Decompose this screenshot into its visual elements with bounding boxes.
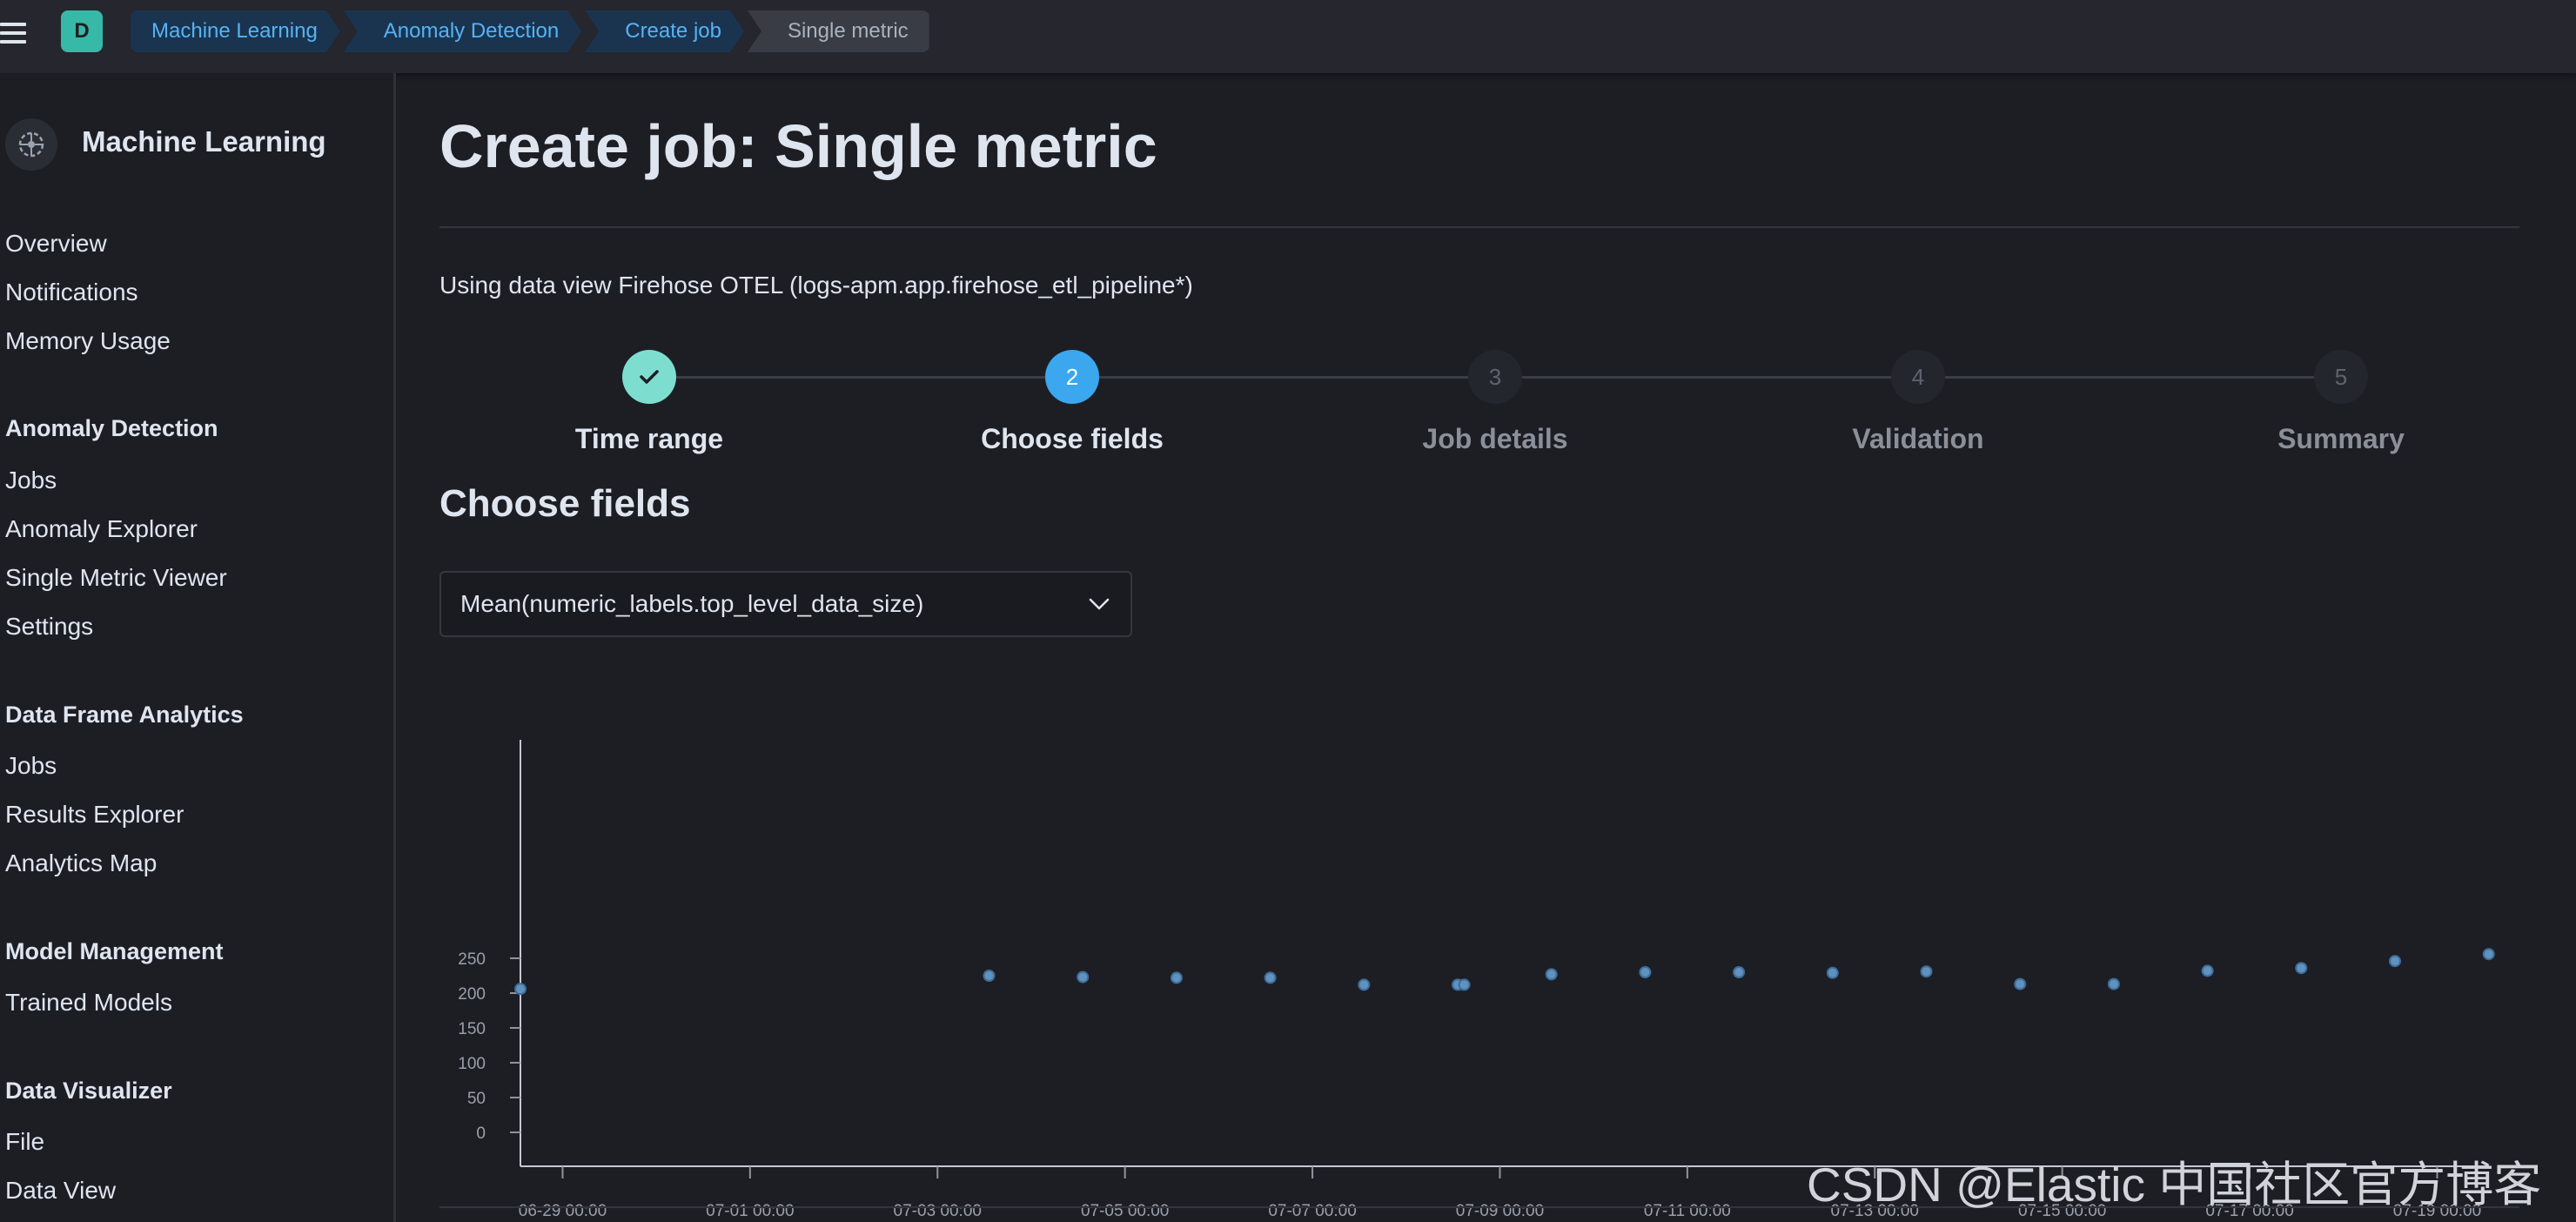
data-view-description: Using data view Firehose OTEL (logs-apm.… <box>439 272 1193 299</box>
sidebar-title: Machine Learning <box>82 125 326 158</box>
sidebar: Machine Learning Overview Notifications … <box>0 73 396 1222</box>
breadcrumb-single-metric: Single metric <box>747 10 929 52</box>
data-point <box>2014 977 2027 990</box>
data-point <box>1077 970 1090 984</box>
sidebar-item-ad-jobs[interactable]: Jobs <box>5 467 57 494</box>
step-5-label: Summary <box>2277 423 2405 454</box>
data-point <box>1545 968 1558 981</box>
x-tick-label: 07-11 00:00 <box>1644 1202 1731 1220</box>
sidebar-item-data-view[interactable]: Data View <box>5 1177 117 1204</box>
data-point <box>2201 964 2214 977</box>
sidebar-item-overview[interactable]: Overview <box>5 230 107 257</box>
x-tick-label: 07-03 00:00 <box>894 1202 982 1220</box>
data-point <box>983 970 996 982</box>
data-point <box>2389 955 2401 968</box>
bottom-divider <box>439 1206 2519 1208</box>
data-point <box>1639 966 1652 978</box>
data-point <box>1920 965 1933 978</box>
x-tick-label: 06-29 00:00 <box>519 1202 607 1220</box>
y-tick-label: 150 <box>458 1020 486 1038</box>
section-title: Choose fields <box>439 482 691 525</box>
top-header: D Machine Learning Anomaly Detection Cre… <box>0 0 2576 73</box>
x-tick-label: 07-05 00:00 <box>1081 1202 1169 1220</box>
breadcrumb-anomaly-detection[interactable]: Anomaly Detection <box>344 10 581 52</box>
data-point <box>1733 966 1746 978</box>
y-tick-label: 250 <box>458 950 486 969</box>
breadcrumb-machine-learning[interactable]: Machine Learning <box>131 10 340 52</box>
field-select-value: Mean(numeric_labels.top_level_data_size) <box>460 590 924 617</box>
x-tick-label: 07-07 00:00 <box>1268 1202 1356 1220</box>
breadcrumb: Machine Learning Anomaly Detection Creat… <box>131 10 933 52</box>
main-content: Create job: Single metric Using data vie… <box>396 73 2576 1222</box>
step-4-label: Validation <box>1852 423 1984 454</box>
sidebar-item-memory-usage[interactable]: Memory Usage <box>5 327 171 354</box>
data-point <box>514 983 527 996</box>
sidebar-item-dfa-jobs[interactable]: Jobs <box>5 752 57 779</box>
step-1-circle[interactable] <box>622 350 676 404</box>
x-tick-label: 07-09 00:00 <box>1456 1202 1544 1220</box>
x-tick-label: 07-01 00:00 <box>706 1202 794 1220</box>
y-tick-label: 0 <box>476 1125 486 1143</box>
sidebar-item-analytics-map[interactable]: Analytics Map <box>5 849 158 876</box>
sidebar-group-anomaly-detection: Anomaly Detection <box>5 415 218 441</box>
data-point <box>1358 978 1371 991</box>
data-point <box>2295 962 2308 975</box>
step-3-circle: 3 <box>1468 350 1522 404</box>
breadcrumb-create-job[interactable]: Create job <box>585 10 744 52</box>
step-5-circle: 5 <box>2314 350 2368 404</box>
step-2-label[interactable]: Choose fields <box>981 423 1164 454</box>
sidebar-item-results-explorer[interactable]: Results Explorer <box>5 801 184 828</box>
sidebar-item-ad-settings[interactable]: Settings <box>5 613 94 640</box>
ml-app-icon <box>5 118 57 171</box>
space-avatar[interactable]: D <box>61 10 103 52</box>
chevron-down-icon[interactable] <box>1087 592 1111 616</box>
sidebar-item-file[interactable]: File <box>5 1128 45 1155</box>
y-tick-label: 50 <box>467 1090 486 1108</box>
data-point <box>1458 978 1471 991</box>
sidebar-item-trained-models[interactable]: Trained Models <box>5 989 172 1016</box>
sidebar-group-data-frame-analytics: Data Frame Analytics <box>5 702 244 728</box>
data-point <box>1170 971 1183 984</box>
sidebar-group-data-visualizer: Data Visualizer <box>5 1078 172 1104</box>
data-point <box>1826 966 1839 979</box>
step-2-circle[interactable]: 2 <box>1045 350 1099 404</box>
step-3-label: Job details <box>1422 423 1568 454</box>
metric-chart[interactable]: 0 50 100 150 200 250 06-29 00:00 07-01 00:00 07-… <box>396 656 2576 1222</box>
sidebar-item-single-metric-viewer[interactable]: Single Metric Viewer <box>5 564 227 591</box>
page-title: Create job: Single metric <box>439 112 1157 180</box>
sidebar-group-model-management: Model Management <box>5 938 224 964</box>
field-select[interactable]: Mean(numeric_labels.top_level_data_size) <box>439 571 1132 637</box>
data-point <box>1264 971 1277 984</box>
watermark-text: CSDN @Elastic 中国社区官方博客 <box>1807 1158 2542 1212</box>
data-point <box>2482 948 2495 961</box>
y-tick-label: 100 <box>458 1055 486 1073</box>
menu-icon[interactable] <box>0 19 30 49</box>
y-tick-label: 200 <box>458 985 486 1004</box>
data-point <box>2107 977 2120 990</box>
sidebar-item-anomaly-explorer[interactable]: Anomaly Explorer <box>5 515 198 542</box>
step-1-label[interactable]: Time range <box>574 423 724 454</box>
title-divider <box>439 226 2519 228</box>
sidebar-item-notifications[interactable]: Notifications <box>5 279 138 306</box>
step-4-circle: 4 <box>1891 350 1945 404</box>
